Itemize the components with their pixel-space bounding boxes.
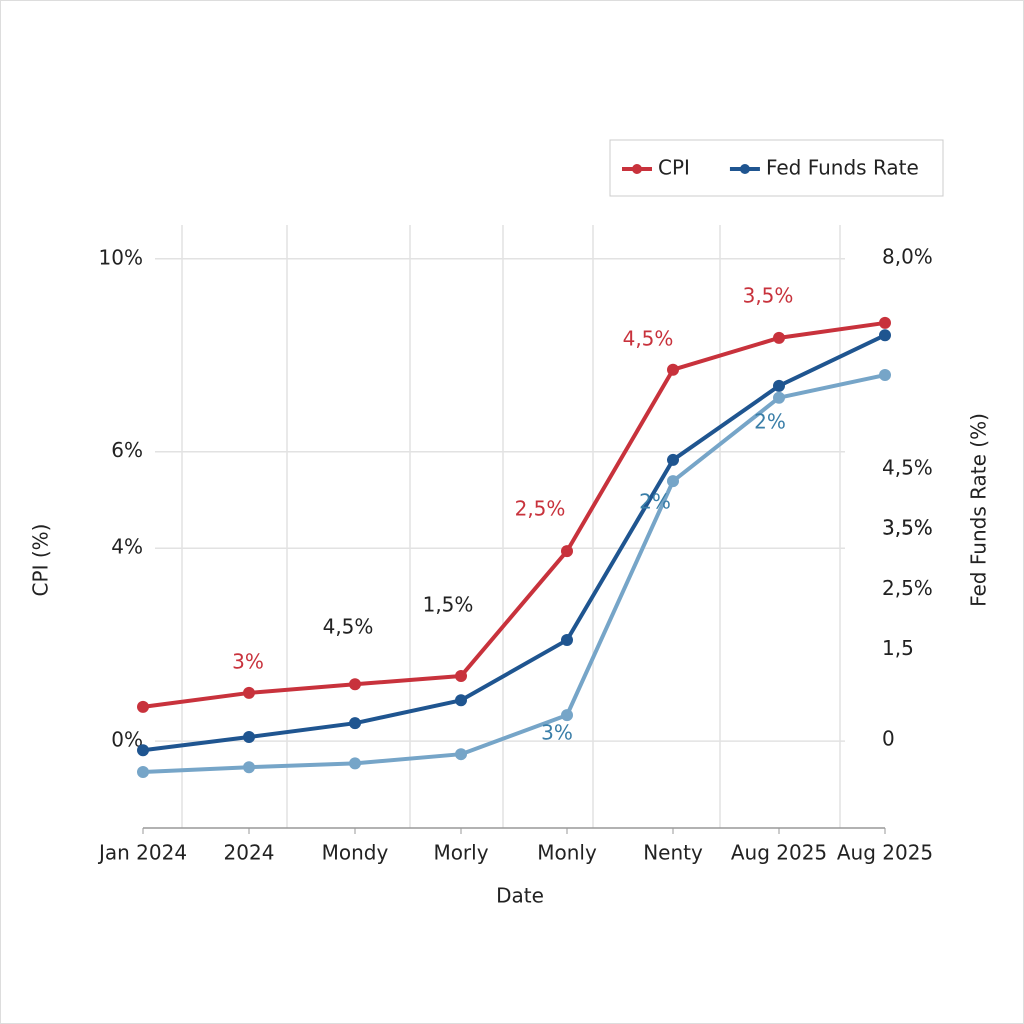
point bbox=[137, 766, 149, 779]
point bbox=[455, 670, 467, 683]
point bbox=[879, 316, 891, 329]
point bbox=[561, 634, 573, 647]
legend-marker bbox=[739, 164, 750, 174]
annotation: 2% bbox=[639, 490, 671, 514]
annotation: 2,5% bbox=[515, 497, 566, 521]
point bbox=[349, 717, 361, 730]
y2-tick-label: 0 bbox=[882, 727, 895, 751]
legend-marker bbox=[632, 164, 642, 174]
point bbox=[667, 475, 679, 488]
x-tick-label: Aug 2025 bbox=[837, 841, 933, 865]
y2-tick-label: 3,5% bbox=[882, 516, 933, 540]
x-tick-label: Nenty bbox=[643, 841, 703, 865]
y-axis-title: CPI (%) bbox=[29, 524, 53, 597]
y2-tick-label: 1,5 bbox=[882, 636, 914, 660]
y-tick-label: 4% bbox=[111, 535, 143, 559]
legend-box bbox=[609, 139, 944, 197]
point bbox=[137, 744, 149, 757]
point bbox=[879, 329, 891, 342]
point bbox=[561, 709, 573, 722]
point bbox=[243, 731, 255, 744]
y2-tick-label: 4,5% bbox=[882, 455, 933, 479]
point bbox=[667, 453, 679, 466]
x-tick-label: Monly bbox=[537, 841, 597, 865]
x-tick-label: Jan 2024 bbox=[97, 841, 187, 865]
annotation: 4,5% bbox=[623, 327, 674, 351]
series-line bbox=[142, 333, 886, 753]
annotation: 2% bbox=[754, 410, 786, 434]
point bbox=[137, 700, 149, 713]
x-tick-label: Morly bbox=[433, 841, 488, 865]
point bbox=[773, 379, 785, 392]
point bbox=[243, 686, 255, 699]
x-tick-label: 2024 bbox=[224, 841, 275, 865]
x-axis-title: Date bbox=[496, 884, 544, 908]
annotation: 1,5% bbox=[423, 593, 474, 617]
point bbox=[773, 331, 785, 344]
annotation: 4,5% bbox=[323, 615, 374, 639]
point bbox=[667, 363, 679, 376]
y2-tick-label: 8,0% bbox=[882, 245, 933, 269]
x-tick-label: Aug 2025 bbox=[731, 841, 827, 865]
v-grid bbox=[181, 225, 841, 828]
point bbox=[349, 757, 361, 770]
x-tick-label: Mondy bbox=[322, 841, 389, 865]
y-tick-label: 6% bbox=[111, 438, 143, 462]
annotation: 3,5% bbox=[743, 284, 794, 308]
point bbox=[455, 748, 467, 761]
y2-tick-label: 3,5% bbox=[882, 516, 933, 540]
point bbox=[243, 761, 255, 774]
point bbox=[561, 545, 573, 558]
annotation: 3% bbox=[541, 721, 573, 745]
legend-label: Fed Funds Rate bbox=[766, 156, 919, 180]
series-line bbox=[142, 373, 886, 775]
point bbox=[773, 391, 785, 404]
annotation: 3% bbox=[232, 650, 264, 674]
legend-label: CPI bbox=[658, 156, 690, 180]
series-line bbox=[142, 320, 886, 709]
y2-tick-label: 2,5% bbox=[882, 576, 933, 600]
point bbox=[349, 678, 361, 691]
y-tick-label: 10% bbox=[99, 245, 143, 269]
point bbox=[879, 369, 891, 382]
point bbox=[455, 694, 467, 707]
y2-axis-title: Fed Funds Rate (%) bbox=[967, 413, 991, 607]
